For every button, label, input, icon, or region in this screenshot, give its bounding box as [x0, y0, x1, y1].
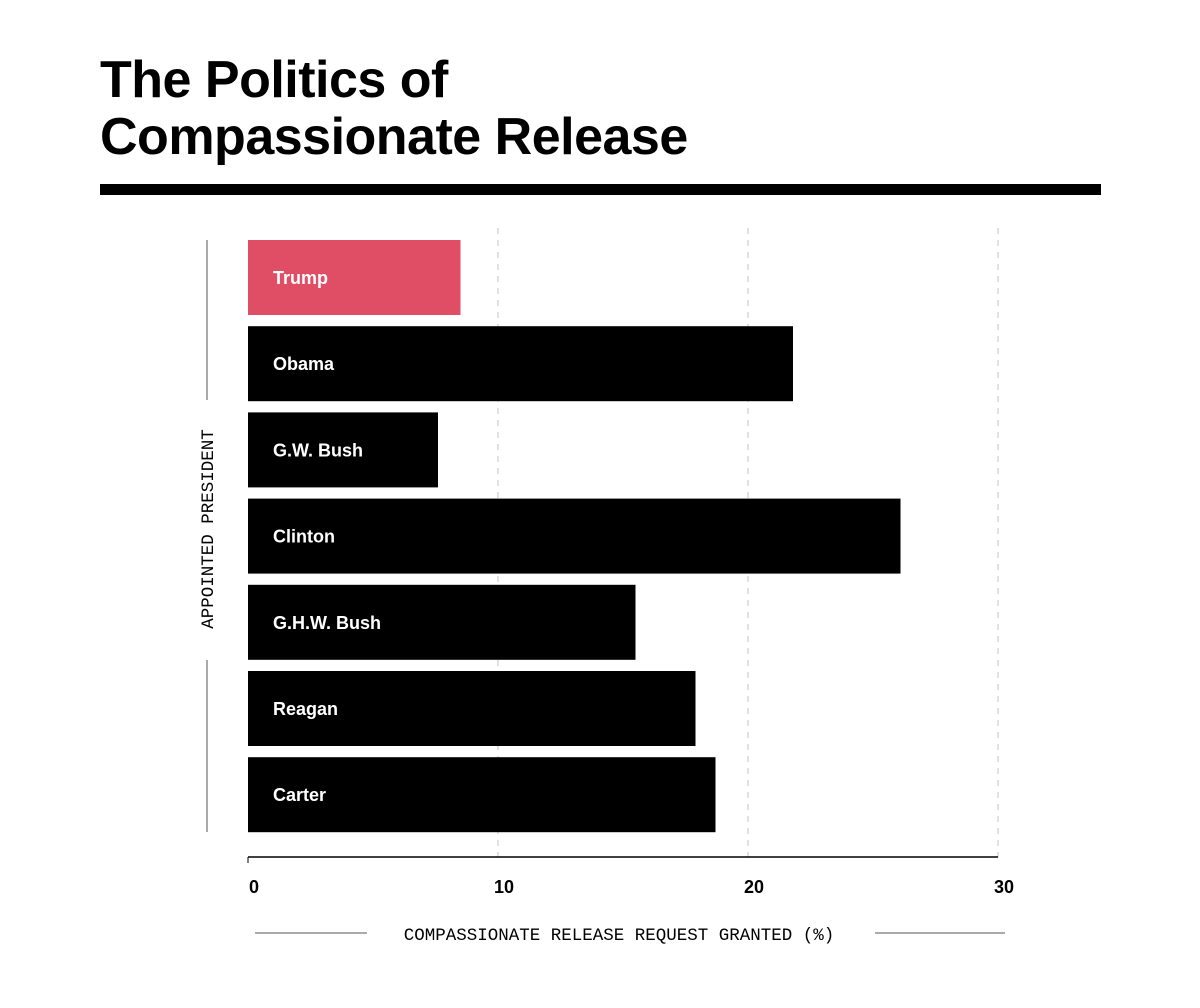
bar-6	[248, 757, 716, 833]
x-tick-label-1: 10	[494, 877, 514, 897]
y-axis-title: APPOINTED PRESIDENT	[199, 429, 219, 629]
bar-label-0: Trump	[273, 268, 328, 288]
bar-5	[248, 671, 696, 746]
bar-label-4: G.H.W. Bush	[273, 613, 381, 633]
bar-3	[248, 498, 901, 574]
bar-label-2: G.W. Bush	[273, 440, 363, 460]
bar-2	[248, 412, 438, 488]
x-tick-label-3: 30	[994, 877, 1014, 897]
chart-title: The Politics of Compassionate Release	[100, 52, 688, 166]
bar-label-1: Obama	[273, 354, 335, 374]
title-rule	[100, 184, 1101, 195]
x-tick-label-2: 20	[744, 877, 764, 897]
bar-1	[248, 326, 793, 402]
bar-0	[248, 240, 461, 315]
x-tick-label-0: 0	[249, 877, 259, 897]
bar-4	[248, 584, 636, 660]
chart-title-line-1: The Politics of	[100, 51, 448, 109]
bar-label-5: Reagan	[273, 699, 338, 719]
chart-title-line-2: Compassionate Release	[100, 108, 688, 166]
bar-label-3: Clinton	[273, 527, 335, 547]
x-axis-title: COMPASSIONATE RELEASE REQUEST GRANTED (%…	[404, 926, 835, 946]
bar-label-6: Carter	[273, 785, 326, 805]
